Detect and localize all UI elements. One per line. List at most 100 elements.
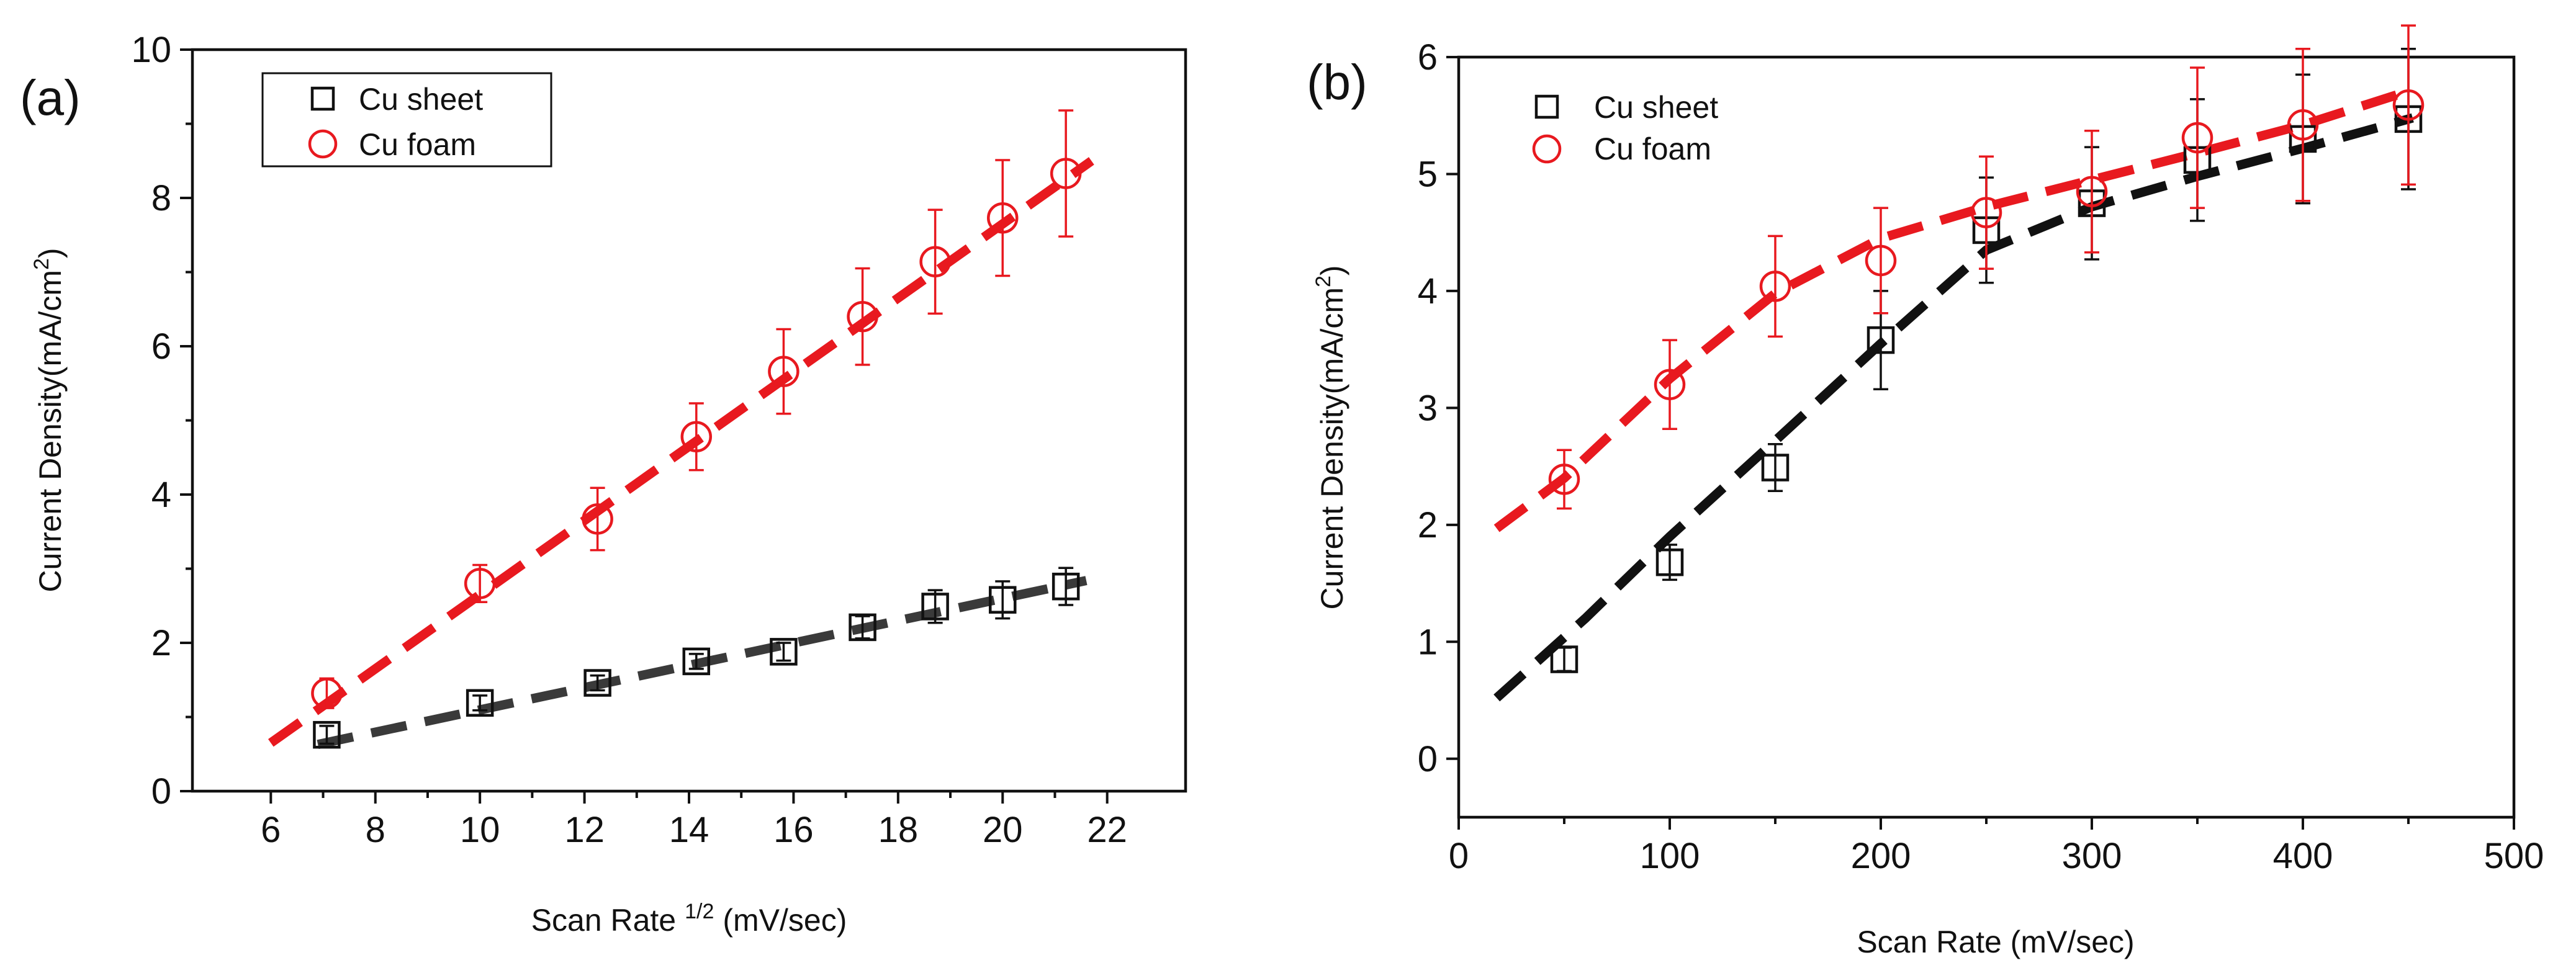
y-tick-label-a-2: 4: [151, 475, 171, 515]
y-tick-label-a-3: 6: [151, 326, 171, 367]
legend-marker-cu-sheet-a: [310, 86, 335, 111]
point-cu-foam-b-6: [2181, 122, 2213, 154]
y-tick-label-b-3: 3: [1418, 388, 1438, 428]
x-tick-label-b-3: 300: [2062, 836, 2122, 876]
y-tick-label-b-2: 2: [1418, 505, 1438, 545]
legend-marker-cu-sheet-b: [1534, 94, 1559, 119]
x-tick-label-a-8: 22: [1087, 810, 1127, 850]
legend-marker-cu-foam-a: [308, 129, 338, 159]
y-axis-title-b-suffix: ): [1315, 265, 1349, 276]
y-axis-title-a-main: Current Density(mA/cm: [33, 270, 68, 593]
point-cu-foam-b-8: [2392, 89, 2425, 121]
x-tick-label-b-0: 0: [1449, 836, 1469, 876]
error-bar-cu-sheet-a-1: [472, 694, 488, 712]
error-bar-cu-foam-b-4: [1979, 155, 1994, 270]
fit-lines-a: [268, 157, 1094, 750]
error-bar-cu-foam-a-1: [472, 563, 488, 604]
point-cu-foam-a-4: [768, 356, 799, 387]
chart-panel-a: (a) 6 8 10 12 14 16 18 20 22 0 2 4 6 8 10 Cu sheet Cu…: [20, 30, 1187, 938]
fit-line-cu-foam-a: [268, 157, 1094, 747]
x-axis-title-a-superscript: 1/2: [685, 900, 714, 923]
error-bar-cu-foam-b-5: [2084, 129, 2099, 254]
error-bar-cu-sheet-b-2: [1768, 443, 1783, 492]
legend-label-cu-sheet-a: Cu sheet: [359, 82, 483, 117]
point-cu-foam-b-5: [2076, 176, 2108, 207]
error-bar-cu-foam-a-6: [927, 208, 943, 315]
fit-line-cu-sheet-a: [317, 576, 1088, 750]
point-cu-foam-b-4: [1970, 197, 2002, 228]
point-cu-sheet-a-0: [313, 720, 341, 749]
error-bar-cu-foam-a-4: [776, 328, 791, 415]
y-tick-label-a-4: 8: [151, 178, 171, 218]
x-tick-label-a-5: 16: [773, 810, 814, 850]
x-axis-a: 6 8 10 12 14 16 18 20 22: [261, 791, 1127, 850]
data-points-b: [1548, 24, 2425, 673]
y-axis-title-a: Current Density(mA/cm2): [30, 248, 68, 592]
point-cu-sheet-b-3: [1867, 326, 1895, 354]
error-bar-cu-foam-b-2: [1768, 235, 1783, 338]
x-tick-label-a-4: 14: [669, 810, 709, 850]
point-cu-sheet-a-1: [466, 689, 494, 717]
point-cu-foam-a-6: [919, 246, 951, 278]
point-cu-foam-b-3: [1865, 244, 1897, 277]
point-cu-sheet-a-6: [921, 593, 949, 621]
y-tick-label-a-1: 2: [151, 623, 171, 663]
error-bar-cu-foam-a-7: [995, 159, 1011, 277]
point-cu-foam-a-1: [464, 568, 496, 599]
legend-label-cu-foam-b: Cu foam: [1594, 132, 1711, 166]
point-cu-foam-b-2: [1759, 271, 1791, 302]
point-cu-sheet-b-1: [1655, 548, 1684, 576]
x-tick-label-a-1: 8: [366, 810, 385, 850]
point-cu-sheet-a-7: [989, 586, 1017, 614]
point-cu-foam-a-8: [1050, 158, 1082, 189]
legend-a: Cu sheet Cu foam: [261, 72, 552, 168]
x-tick-label-a-0: 6: [261, 810, 281, 850]
y-axis-b: 0 1 2 3 4 5 6: [1418, 37, 1459, 779]
error-bar-cu-foam-a-2: [590, 486, 605, 552]
y-tick-label-b-6: 6: [1418, 37, 1438, 78]
error-bar-cu-sheet-a-6: [927, 589, 943, 624]
panel-label-a: (a): [20, 70, 81, 125]
chart-panel-b: (b) 0 100 200 300 400 500 0 1 2 3 4 5 6 Cu sheet Cu…: [1307, 24, 2544, 959]
fit-line-cu-sheet-b: [1493, 113, 2414, 702]
point-cu-sheet-b-2: [1761, 454, 1790, 482]
point-cu-foam-b-0: [1548, 464, 1580, 495]
error-bar-cu-sheet-b-0: [1557, 646, 1572, 673]
point-cu-foam-b-7: [2287, 109, 2319, 141]
x-tick-label-b-4: 400: [2273, 836, 2333, 876]
point-cu-sheet-a-4: [770, 638, 798, 666]
error-bar-cu-foam-b-0: [1557, 449, 1572, 510]
y-tick-label-b-4: 4: [1418, 271, 1438, 311]
x-axis-title-a-main: Scan Rate: [531, 903, 676, 938]
legend-marker-cu-foam-b: [1532, 134, 1562, 164]
fit-lines-b: [1493, 85, 2415, 702]
x-axis-title-b: Scan Rate (mV/sec): [1857, 925, 2134, 959]
point-cu-foam-a-3: [680, 421, 713, 453]
error-bar-cu-sheet-a-0: [319, 725, 335, 745]
error-bar-cu-foam-a-5: [855, 267, 870, 366]
error-bar-cu-foam-b-7: [2295, 48, 2310, 202]
point-cu-sheet-b-0: [1550, 645, 1578, 673]
point-cu-sheet-a-3: [682, 647, 711, 676]
y-tick-label-b-0: 0: [1418, 739, 1438, 779]
y-tick-label-b-5: 5: [1418, 154, 1438, 194]
point-cu-foam-a-5: [847, 300, 878, 333]
x-axis-title-a-suffix: (mV/sec): [723, 903, 847, 938]
legend-label-cu-sheet-b: Cu sheet: [1594, 90, 1718, 125]
point-cu-foam-a-0: [311, 678, 343, 709]
error-bar-cu-sheet-a-2: [590, 674, 605, 692]
y-axis-title-b-superscript: 2: [1312, 276, 1335, 287]
x-tick-label-a-6: 18: [878, 810, 919, 850]
error-bar-cu-foam-b-6: [2190, 66, 2205, 209]
y-axis-title-b: Current Density(mA/cm2): [1312, 265, 1349, 609]
point-cu-sheet-a-8: [1052, 572, 1080, 601]
error-bar-cu-foam-a-8: [1058, 109, 1074, 238]
y-axis-title-b-main: Current Density(mA/cm: [1315, 287, 1349, 610]
x-tick-label-a-7: 20: [983, 810, 1023, 850]
x-tick-label-b-5: 500: [2484, 836, 2544, 876]
point-cu-sheet-a-5: [849, 613, 876, 642]
error-bar-cu-foam-b-8: [2401, 24, 2416, 186]
y-tick-label-a-5: 10: [131, 30, 171, 70]
error-bar-cu-sheet-a-4: [776, 642, 791, 662]
y-axis-title-a-superscript: 2: [30, 258, 53, 270]
